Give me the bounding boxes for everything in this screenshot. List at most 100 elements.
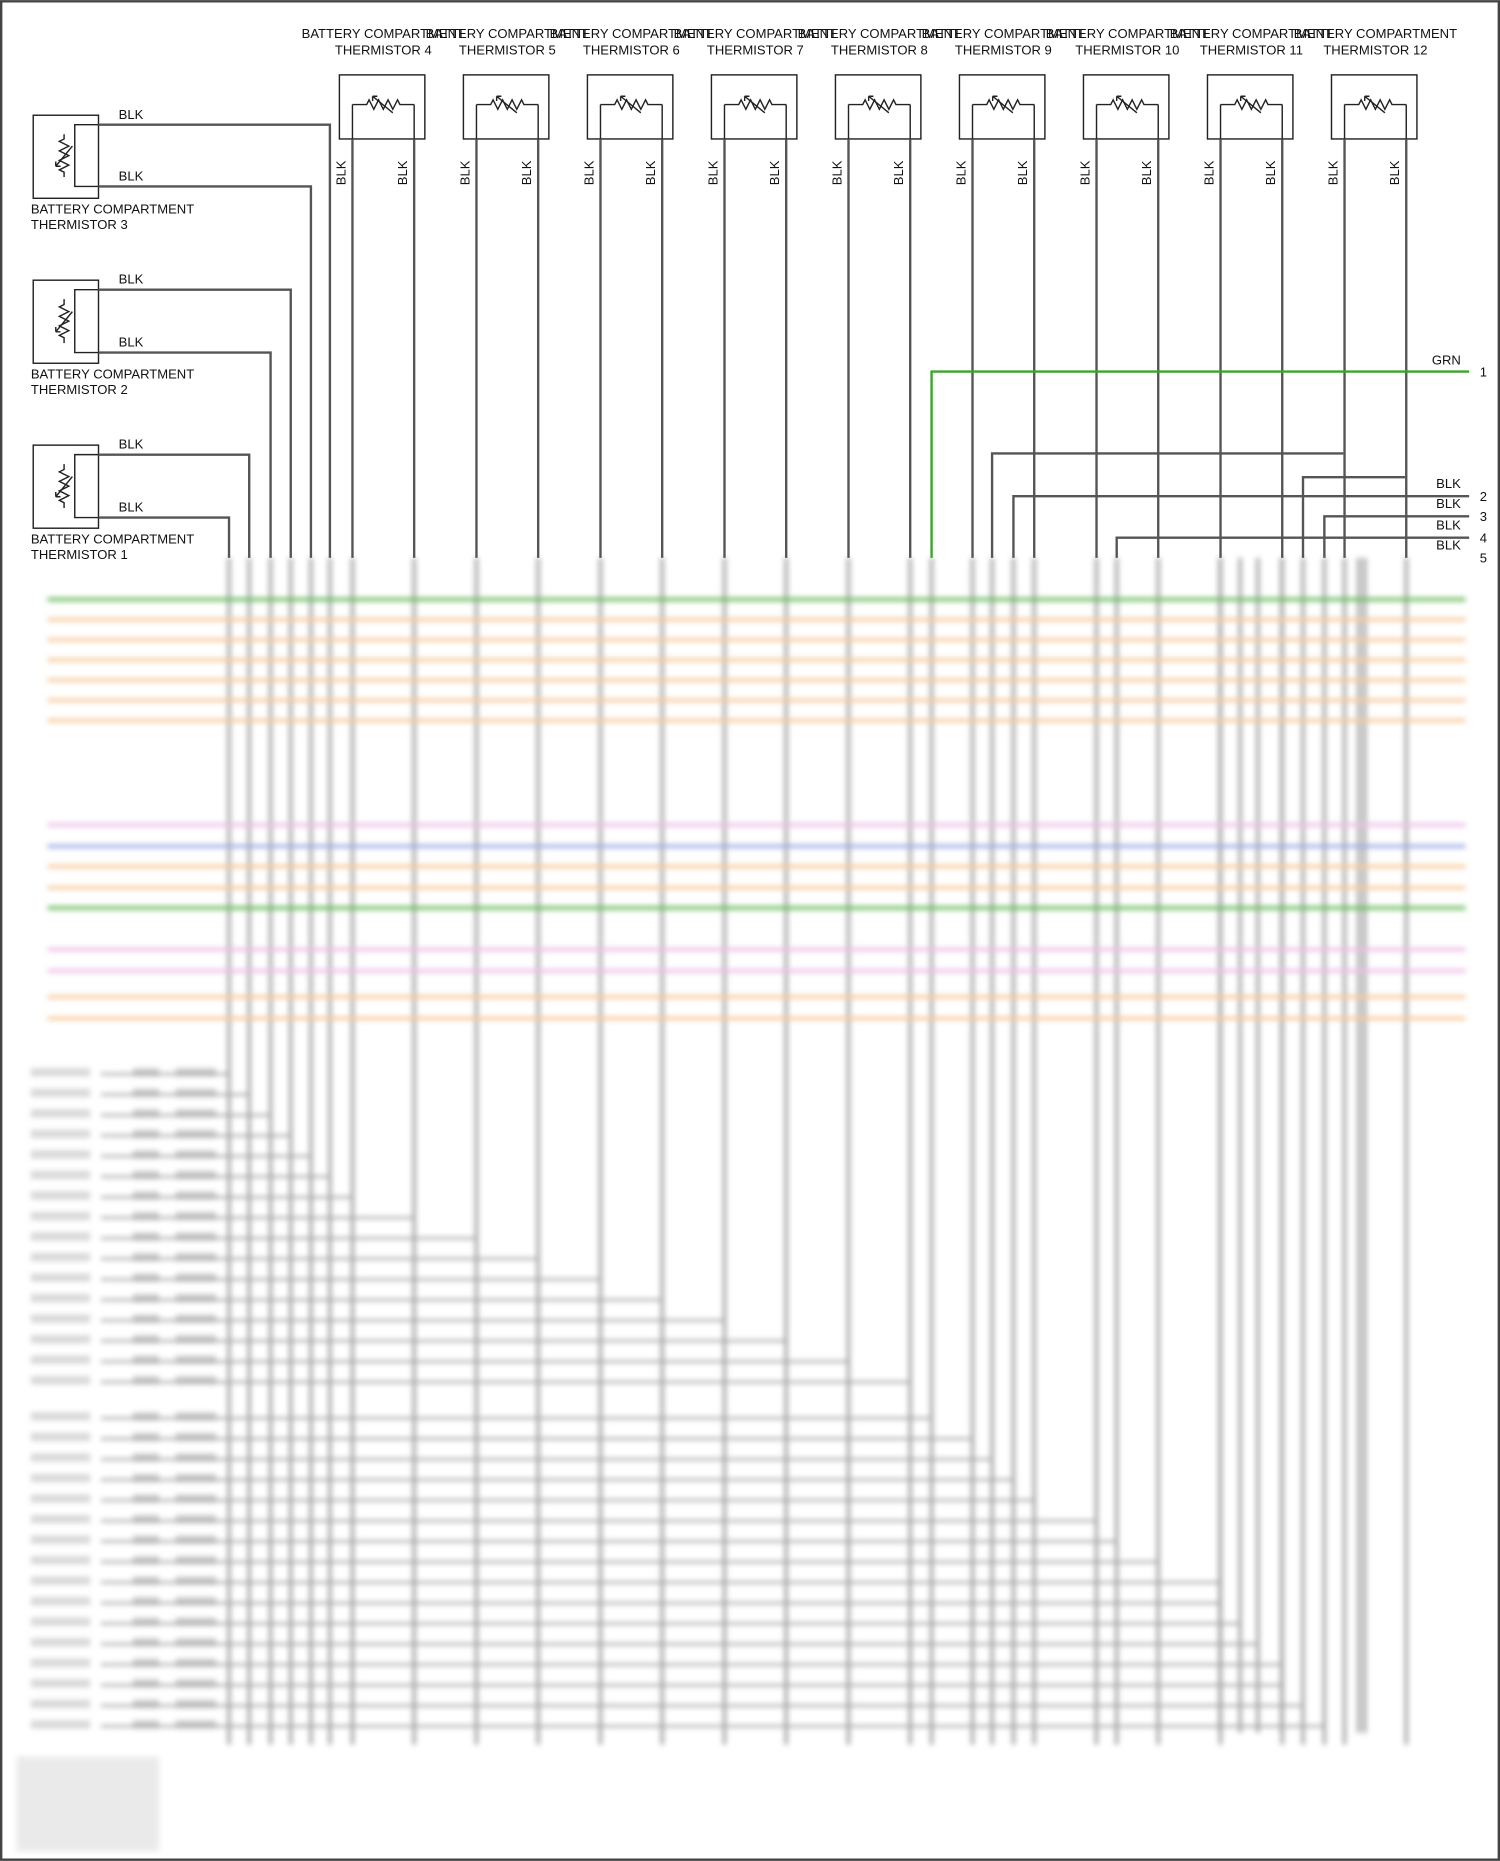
- table-cell-obscured: [30, 1412, 91, 1421]
- resistor-zigzag: [1096, 98, 1159, 111]
- wire-color-label: BLK: [457, 160, 472, 185]
- wire-color-label: BLK: [953, 160, 968, 185]
- wire-color-label: BLK: [119, 272, 144, 287]
- wire-blk: [1301, 475, 1406, 558]
- table-cell-obscured: [30, 1211, 91, 1221]
- table-cell-obscured: [175, 1597, 216, 1606]
- thermistor-label: THERMISTOR 4: [335, 43, 432, 58]
- variable-arrow-icon: [1239, 95, 1262, 114]
- table-cell-obscured: [175, 1314, 216, 1323]
- table-cell-obscured: [132, 1720, 160, 1729]
- resistor-zigzag: [1220, 98, 1283, 111]
- thermistor-symbol: [1096, 95, 1159, 114]
- table-cell-obscured: [132, 1252, 160, 1262]
- table-cell-obscured: [30, 1109, 91, 1118]
- connector-pin-3: 3 BLK: [1436, 496, 1487, 524]
- wire-blk: [98, 288, 292, 558]
- table-cell-obscured: [30, 1720, 91, 1729]
- table-cell-obscured: [132, 1191, 160, 1200]
- table-cell-obscured: [30, 1556, 91, 1565]
- table-cell-obscured: [175, 1088, 216, 1097]
- variable-arrow-icon: [619, 95, 642, 114]
- wire-color-label: BLK: [1436, 517, 1461, 532]
- thermistor-9: BATTERY COMPARTMENT THERMISTOR 9 BLK BLK: [922, 26, 1085, 558]
- table-cell-obscured: [30, 1535, 91, 1544]
- thermistor-lead: [74, 288, 99, 354]
- wire-blk: [98, 185, 313, 558]
- thermistor-3: BLK BLK BATTERY COMPARTMENT THERMISTOR 3: [31, 107, 332, 558]
- thermistor-7: BATTERY COMPARTMENT THERMISTOR 7 BLK BLK: [674, 26, 837, 558]
- thermistor-lead: [74, 453, 99, 519]
- table-cell-obscured: [132, 1088, 160, 1097]
- table-cell-obscured: [175, 1638, 216, 1647]
- connector-pin-5: 5 BLK: [1436, 538, 1487, 566]
- thermistor-5: BATTERY COMPARTMENT THERMISTOR 5 BLK BLK: [426, 26, 589, 558]
- table-cell-obscured: [132, 1699, 160, 1709]
- pin-number: 3: [1480, 509, 1487, 524]
- thermistor-symbol: [1220, 95, 1283, 114]
- table-cell-obscured: [132, 1679, 160, 1688]
- table-cell-obscured: [30, 1376, 91, 1385]
- thermistor-12: BATTERY COMPARTMENT THERMISTOR 12 BLK BLK: [1294, 26, 1457, 558]
- table-cell-obscured: [132, 1473, 160, 1483]
- wire-color-label: BLK: [1436, 476, 1461, 491]
- table-cell-obscured: [30, 1638, 91, 1647]
- wire-blk: [1323, 515, 1470, 558]
- wire-color-label: BLK: [1263, 160, 1278, 185]
- thermistor-symbol: [1344, 95, 1407, 114]
- variable-arrow-icon: [743, 95, 766, 114]
- thermistor-label: BATTERY COMPARTMENT: [426, 26, 589, 41]
- thermistor-label: BATTERY COMPARTMENT: [1046, 26, 1209, 41]
- connector-pin-1: 1 GRN: [1432, 352, 1487, 379]
- variable-arrow-icon: [867, 95, 890, 114]
- wire-color-label: BLK: [1325, 160, 1340, 185]
- table-cell-obscured: [30, 1191, 91, 1200]
- thermistor-label: THERMISTOR 12: [1323, 43, 1427, 58]
- wire-color-label: GRN: [1432, 352, 1461, 367]
- thermistor-label: THERMISTOR 3: [31, 217, 128, 232]
- table-cell-obscured: [175, 1556, 216, 1565]
- thermistor-symbol: [55, 134, 73, 177]
- table-cell-obscured: [132, 1273, 160, 1282]
- table-cell-obscured: [132, 1556, 160, 1565]
- thermistor-label: BATTERY COMPARTMENT: [1170, 26, 1333, 41]
- wire-color-label: BLK: [333, 160, 348, 185]
- table-cell-obscured: [30, 1494, 91, 1503]
- thermistor-label: BATTERY COMPARTMENT: [31, 532, 194, 547]
- thermistor-box: [1082, 74, 1170, 140]
- table-cell-obscured: [132, 1638, 160, 1647]
- thermistor-box: [1206, 74, 1294, 140]
- table-cell-obscured: [175, 1679, 216, 1688]
- table-cell-obscured: [132, 1432, 160, 1442]
- table-cell-obscured: [30, 1699, 91, 1709]
- table-cell-obscured: [175, 1453, 216, 1462]
- thermistor-box: [586, 74, 674, 140]
- table-cell-obscured: [175, 1535, 216, 1544]
- thermistor-label: THERMISTOR 10: [1075, 43, 1179, 58]
- table-cell-obscured: [175, 1494, 216, 1503]
- thermistor-symbol: [848, 95, 911, 114]
- resistor-zigzag: [352, 98, 415, 111]
- thermistor-box: [338, 74, 426, 140]
- thermistor-box: [462, 74, 550, 140]
- resistor-zigzag: [848, 98, 911, 111]
- table-cell-obscured: [175, 1211, 216, 1221]
- thermistor-box: [834, 74, 922, 140]
- table-cell-obscured: [30, 1473, 91, 1483]
- table-cell-obscured: [175, 1232, 216, 1241]
- table-cell-obscured: [132, 1494, 160, 1503]
- table-cell-obscured: [175, 1191, 216, 1200]
- thermistor-label: THERMISTOR 7: [707, 43, 804, 58]
- wire-color-label: BLK: [119, 500, 144, 515]
- resistor-zigzag: [724, 98, 787, 111]
- wire-color-label: BLK: [1201, 160, 1216, 185]
- thermistor-label: THERMISTOR 5: [459, 43, 556, 58]
- variable-arrow-icon: [1115, 95, 1138, 114]
- variable-arrow-icon: [371, 95, 394, 114]
- thermistor-symbol: [352, 95, 415, 114]
- thermistor-label: BATTERY COMPARTMENT: [302, 26, 465, 41]
